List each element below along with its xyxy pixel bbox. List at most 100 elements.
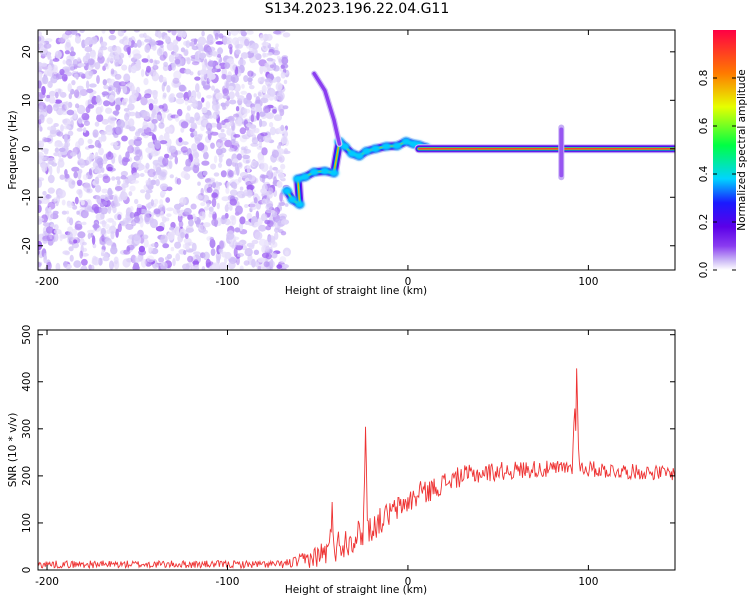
noise-blob bbox=[77, 72, 84, 77]
noise-blob bbox=[171, 62, 176, 71]
noise-blob bbox=[95, 106, 103, 116]
noise-blob bbox=[101, 188, 108, 194]
noise-blob bbox=[61, 74, 68, 82]
noise-blob bbox=[225, 158, 233, 167]
noise-blob bbox=[70, 46, 74, 53]
noise-blob bbox=[184, 98, 189, 106]
noise-blob bbox=[175, 253, 181, 262]
noise-blob bbox=[165, 197, 171, 203]
noise-blob bbox=[153, 59, 158, 69]
noise-blob bbox=[201, 194, 210, 203]
signal-blob bbox=[287, 195, 298, 204]
noise-blob bbox=[46, 94, 51, 99]
noise-blob bbox=[224, 204, 229, 213]
noise-blob bbox=[221, 196, 230, 202]
noise-blob bbox=[81, 241, 87, 246]
noise-blob bbox=[42, 190, 47, 196]
noise-blob bbox=[56, 165, 60, 174]
noise-blob bbox=[56, 73, 60, 80]
noise-blob bbox=[201, 97, 205, 103]
noise-blob bbox=[202, 222, 211, 228]
noise-blob bbox=[174, 241, 182, 249]
noise-blob bbox=[260, 174, 269, 179]
noise-blob bbox=[233, 134, 241, 138]
noise-blob bbox=[208, 73, 216, 80]
noise-blob bbox=[192, 213, 196, 218]
noise-blob bbox=[214, 89, 221, 94]
noise-blob bbox=[280, 163, 286, 170]
noise-blob bbox=[220, 141, 225, 150]
signal-blob bbox=[354, 152, 365, 161]
noise-blob bbox=[139, 219, 144, 228]
noise-blob bbox=[153, 97, 158, 105]
noise-blob bbox=[228, 43, 233, 50]
noise-blob bbox=[157, 30, 162, 39]
noise-blob bbox=[47, 126, 52, 131]
noise-blob bbox=[38, 200, 42, 205]
noise-blob bbox=[173, 52, 180, 58]
noise-blob bbox=[244, 38, 250, 47]
noise-blob bbox=[240, 107, 248, 115]
noise-blob bbox=[76, 210, 80, 215]
noise-blob bbox=[247, 254, 253, 264]
noise-blob bbox=[225, 80, 229, 90]
noise-blob bbox=[193, 157, 200, 166]
noise-blob bbox=[262, 265, 270, 270]
noise-blob bbox=[260, 188, 267, 194]
noise-blob bbox=[260, 97, 269, 104]
colorbar-tick-label: 0.0 bbox=[698, 262, 710, 279]
noise-blob bbox=[229, 198, 237, 206]
noise-blob bbox=[94, 139, 101, 148]
noise-blob bbox=[215, 41, 224, 45]
noise-blob bbox=[151, 134, 156, 141]
noise-blob bbox=[53, 103, 59, 112]
noise-blob bbox=[220, 128, 225, 133]
noise-blob bbox=[84, 46, 93, 53]
noise-blob bbox=[95, 184, 102, 193]
noise-blob bbox=[280, 264, 289, 269]
y-tick-label: -20 bbox=[21, 237, 33, 254]
noise-blob bbox=[253, 249, 260, 255]
noise-blob bbox=[276, 91, 285, 101]
noise-blob bbox=[174, 226, 182, 236]
noise-blob bbox=[77, 63, 86, 67]
noise-blob bbox=[152, 71, 159, 81]
noise-blob bbox=[189, 71, 194, 76]
noise-blob bbox=[161, 82, 165, 92]
noise-blob bbox=[89, 83, 97, 88]
noise-blob bbox=[92, 129, 99, 138]
noise-blob bbox=[216, 53, 222, 58]
noise-blob bbox=[127, 145, 134, 154]
noise-blob bbox=[163, 34, 169, 40]
noise-blob bbox=[167, 30, 172, 33]
noise-blob bbox=[243, 260, 250, 266]
noise-blob bbox=[135, 111, 139, 119]
noise-blob bbox=[113, 141, 119, 146]
noise-blob bbox=[114, 46, 122, 56]
noise-blob bbox=[265, 245, 271, 253]
noise-blob bbox=[143, 238, 149, 248]
noise-blob bbox=[128, 139, 136, 146]
noise-blob bbox=[103, 100, 110, 107]
noise-blob bbox=[191, 61, 200, 66]
noise-blob bbox=[263, 105, 270, 114]
noise-blob bbox=[222, 94, 230, 99]
noise-blob bbox=[128, 118, 135, 127]
noise-blob bbox=[155, 162, 161, 171]
noise-blob bbox=[77, 57, 81, 62]
noise-blob bbox=[183, 166, 192, 172]
noise-blob bbox=[67, 226, 73, 233]
noise-blob bbox=[94, 176, 100, 185]
noise-blob bbox=[123, 44, 131, 53]
noise-blob bbox=[249, 85, 255, 90]
noise-blob bbox=[76, 179, 83, 186]
noise-blob bbox=[249, 201, 258, 211]
x-tick-label: -200 bbox=[35, 576, 59, 588]
noise-blob bbox=[102, 79, 108, 86]
noise-blob bbox=[251, 106, 257, 111]
noise-blob bbox=[276, 180, 283, 188]
noise-blob bbox=[153, 198, 159, 205]
noise-blob bbox=[199, 69, 208, 75]
